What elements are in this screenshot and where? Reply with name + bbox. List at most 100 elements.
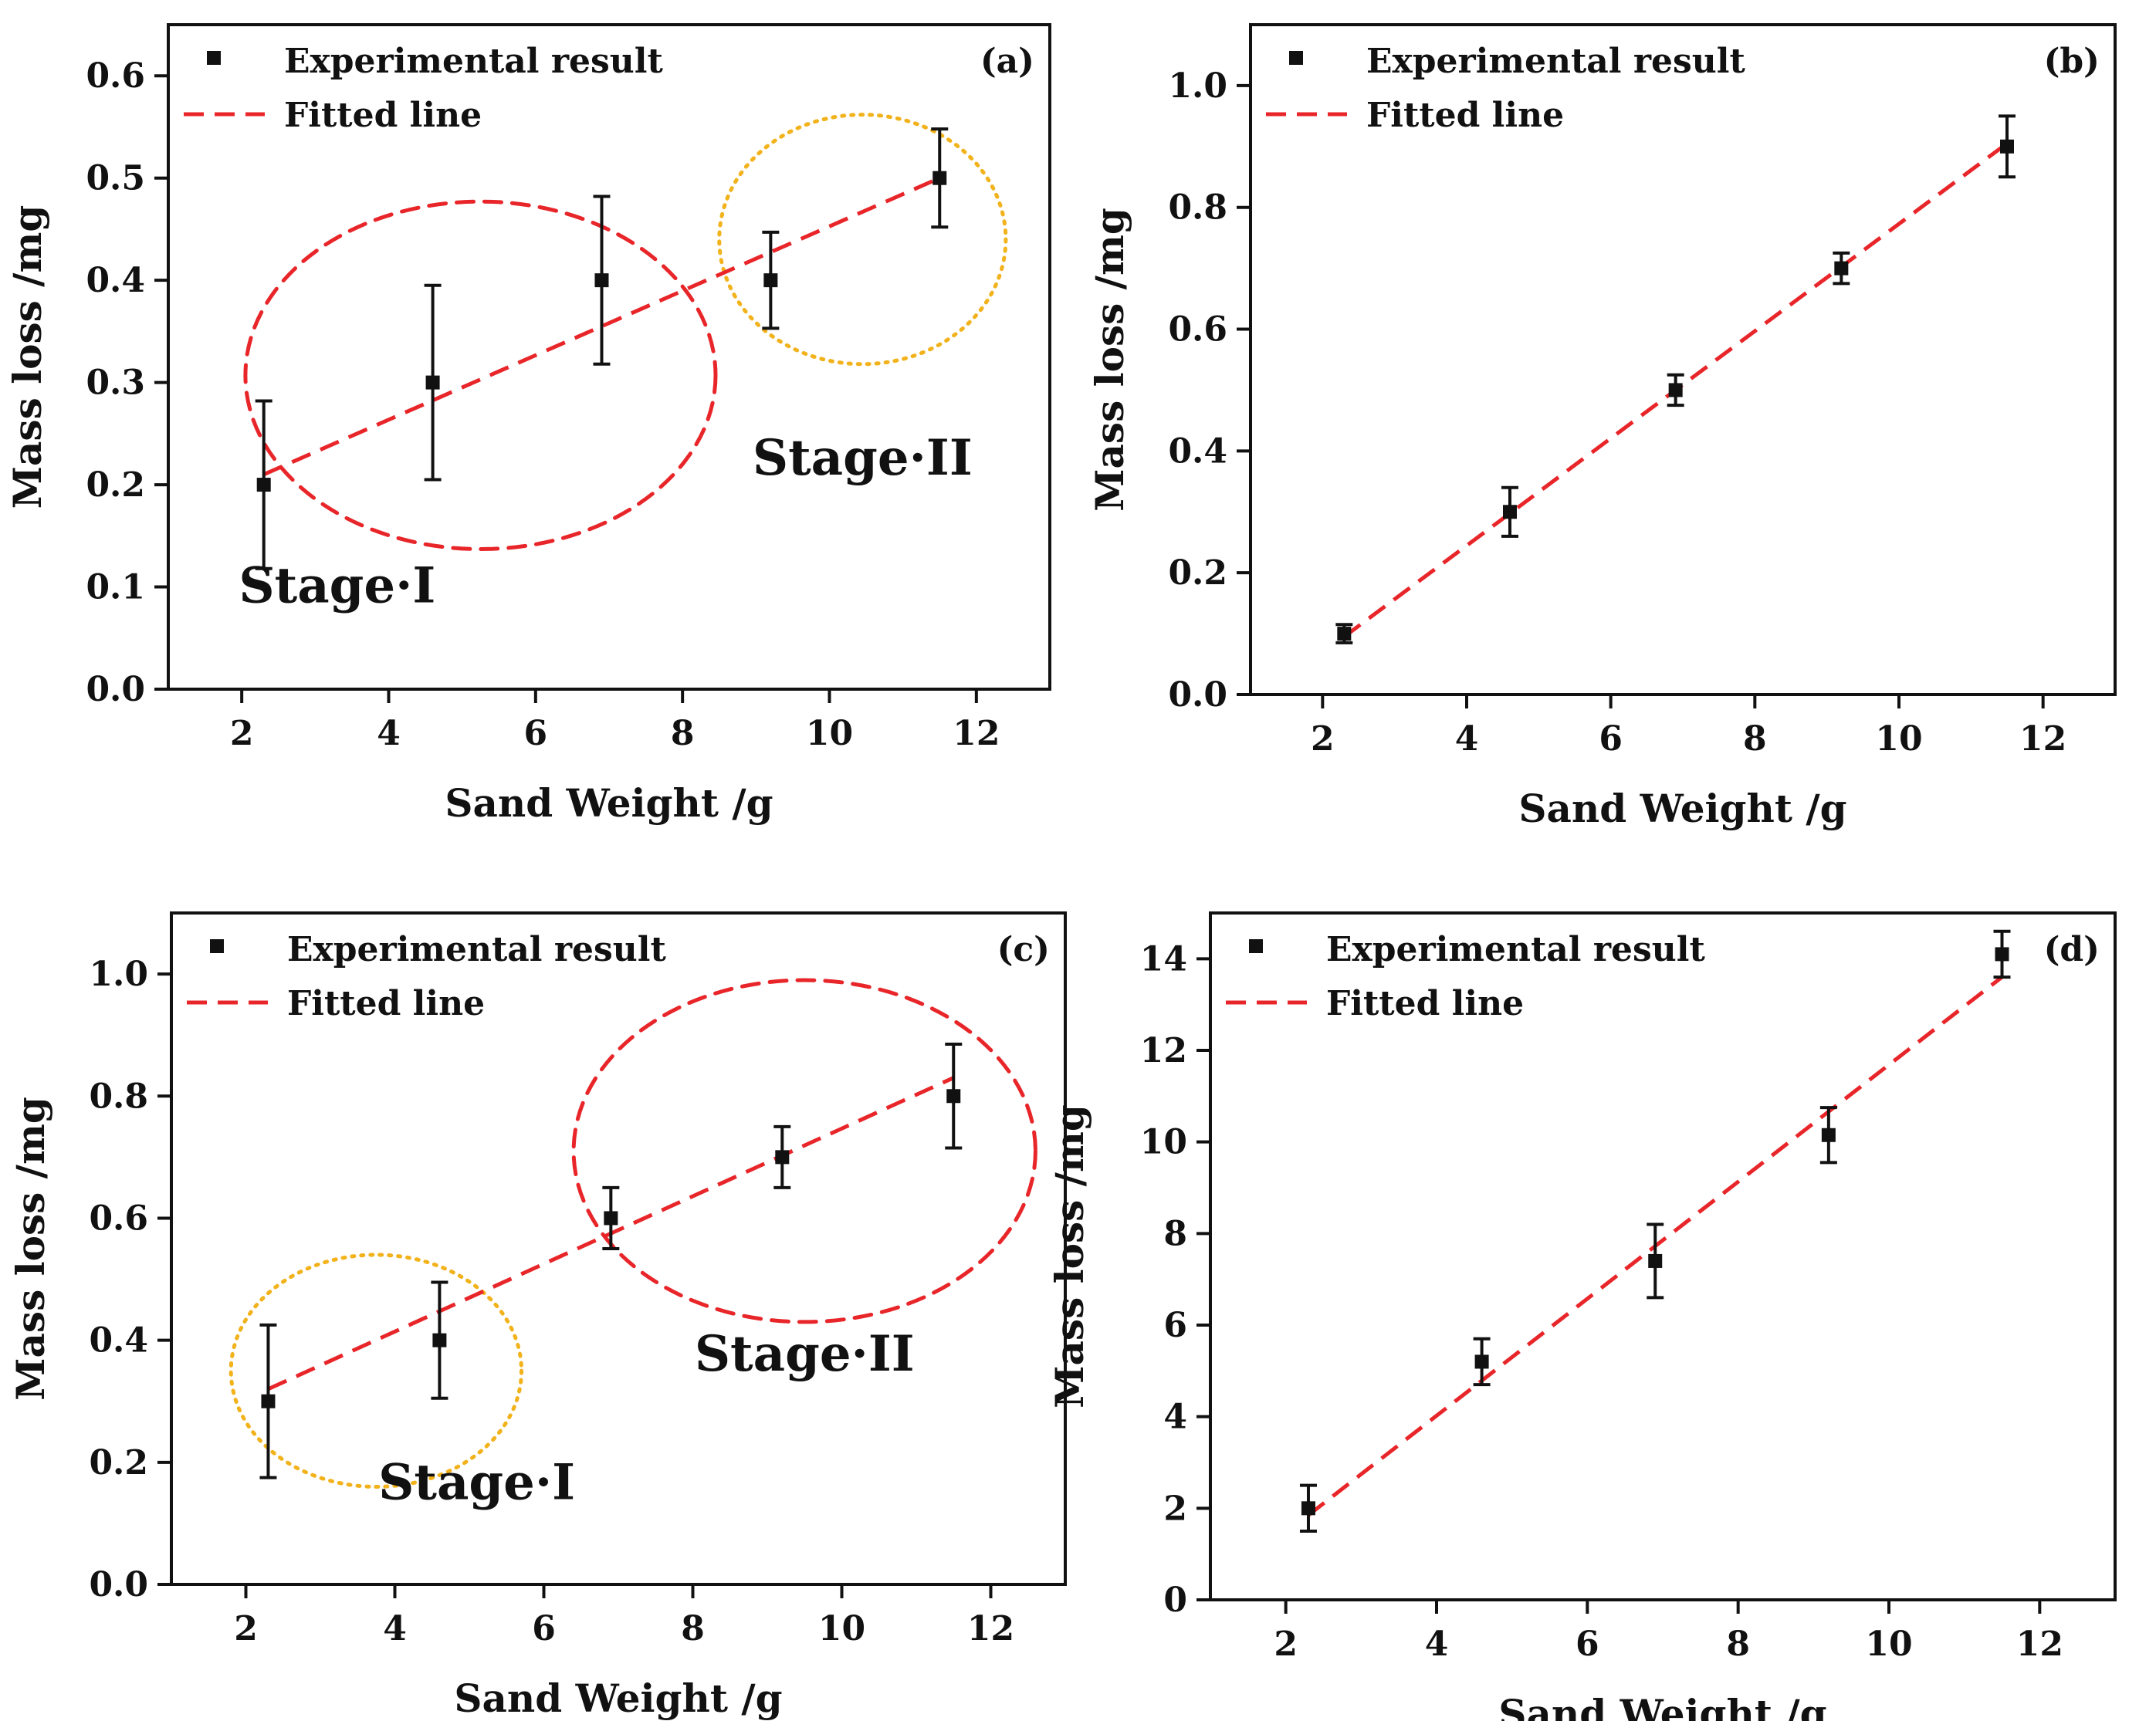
legend-label-fitted: Fitted line [1366, 96, 1564, 135]
data-point [432, 1333, 447, 1347]
data-point [1648, 1253, 1663, 1268]
data-point [2000, 139, 2014, 154]
x-tick-label: 2 [1311, 719, 1335, 759]
y-tick-label: 0 [1163, 1581, 1187, 1620]
data-point [946, 1089, 961, 1104]
x-tick-label: 12 [967, 1609, 1014, 1648]
x-tick-label: 10 [1875, 719, 1922, 759]
data-point [1668, 383, 1683, 397]
plot-frame [170, 911, 1067, 1586]
stage-label: Stage·I [239, 556, 435, 614]
x-axis-title: Sand Weight /g [1518, 786, 1846, 831]
y-tick-label: 0.6 [1168, 310, 1227, 350]
panel-label: (c) [997, 930, 1050, 969]
x-tick-label: 4 [377, 714, 401, 753]
data-point [425, 375, 440, 390]
data-point [604, 1211, 618, 1226]
y-tick-label: 0.0 [1168, 675, 1227, 715]
y-tick-label: 0.6 [89, 1199, 148, 1238]
x-axis-title: Sand Weight /g [454, 1675, 782, 1721]
x-tick-label: 2 [1274, 1625, 1298, 1664]
data-point [763, 273, 778, 288]
y-axis-title: Mass loss /mg [1087, 208, 1132, 512]
stage-region-ellipse [228, 1253, 524, 1489]
data-point [1834, 261, 1849, 276]
stage-region-ellipse [243, 199, 718, 552]
x-tick-label: 8 [681, 1609, 705, 1648]
y-tick-label: 0.8 [89, 1077, 148, 1116]
x-tick-label: 10 [806, 714, 853, 753]
x-tick-label: 4 [1455, 719, 1479, 759]
y-tick-label: 0.8 [1168, 188, 1227, 228]
y-tick-label: 0.6 [86, 56, 145, 96]
stage-region-ellipse [571, 978, 1037, 1324]
x-tick-label: 10 [818, 1609, 865, 1648]
stage-label: Stage·II [695, 1325, 915, 1383]
y-tick-label: 6 [1163, 1306, 1187, 1345]
panel-a: 2 4 6 8 10 12 0.0 0.1 0.2 0.3 0.4 0.5 0.6 Sand Weight… [5, 23, 1051, 826]
panel-label: (d) [2044, 930, 2100, 969]
legend-label-fitted: Fitted line [287, 984, 485, 1023]
legend-marker-symbol [1249, 939, 1263, 953]
y-tick-label: 1.0 [1168, 66, 1227, 106]
legend-label-experimental: Experimental result [287, 930, 666, 969]
panel-label: (b) [2044, 42, 2100, 81]
y-tick-label: 0.4 [86, 261, 145, 300]
data-point [932, 171, 947, 185]
plot-frame [1209, 911, 2117, 1601]
data-point [775, 1150, 790, 1165]
y-tick-label: 0.1 [86, 568, 145, 607]
x-tick-label: 6 [1576, 1625, 1599, 1664]
x-tick-label: 4 [1425, 1625, 1449, 1664]
y-tick-label: 0.0 [89, 1565, 148, 1604]
y-axis-title: Mass loss /mg [8, 1097, 53, 1401]
stage-label: Stage·I [378, 1453, 575, 1511]
x-tick-label: 2 [234, 1609, 258, 1648]
x-tick-label: 12 [2016, 1625, 2063, 1664]
x-tick-label: 10 [1865, 1625, 1912, 1664]
x-axis-title: Sand Weight /g [1498, 1691, 1826, 1721]
y-tick-label: 12 [1140, 1031, 1187, 1070]
x-tick-label: 12 [2019, 719, 2066, 759]
y-tick-label: 0.5 [86, 159, 145, 198]
y-tick-label: 4 [1163, 1398, 1187, 1437]
y-tick-label: 0.0 [86, 670, 145, 709]
y-tick-label: 10 [1140, 1123, 1187, 1162]
x-axis-title: Sand Weight /g [445, 780, 773, 826]
plot-frame [1249, 23, 2117, 696]
y-tick-label: 0.2 [89, 1443, 148, 1483]
data-point [261, 1394, 276, 1408]
legend-marker-symbol [1289, 51, 1303, 65]
x-tick-label: 6 [524, 714, 548, 753]
data-point [594, 273, 609, 288]
y-tick-label: 14 [1140, 939, 1187, 979]
y-tick-label: 1.0 [89, 955, 148, 994]
panel-label: (a) [980, 42, 1034, 81]
legend-label-experimental: Experimental result [284, 42, 663, 81]
legend-label-experimental: Experimental result [1366, 42, 1745, 81]
data-point [1503, 505, 1517, 519]
y-tick-label: 0.2 [1168, 553, 1227, 593]
x-tick-label: 6 [532, 1609, 556, 1648]
x-tick-label: 12 [953, 714, 1000, 753]
stage-region-ellipse [717, 113, 1008, 367]
y-axis-title: Mass loss /mg [1047, 1104, 1092, 1408]
x-tick-label: 4 [383, 1609, 407, 1648]
data-point [1474, 1354, 1489, 1369]
y-tick-label: 2 [1163, 1489, 1187, 1528]
y-tick-label: 0.4 [1168, 431, 1227, 471]
legend-label-fitted: Fitted line [1326, 984, 1524, 1023]
legend-marker-symbol [210, 939, 224, 953]
y-tick-label: 8 [1163, 1214, 1187, 1253]
panel-c: 2 4 6 8 10 12 0.0 0.2 0.4 0.6 0.8 1.0 Sand Weight /g… [8, 911, 1067, 1721]
legend-marker-symbol [207, 51, 221, 65]
x-tick-label: 8 [1743, 719, 1767, 759]
y-tick-label: 0.2 [86, 465, 145, 505]
y-tick-label: 0.4 [89, 1321, 148, 1361]
data-point [1301, 1501, 1315, 1516]
panel-d: 2 4 6 8 10 12 0 2 4 6 8 10 12 14 Sand Weight /g Mass lo… [1047, 911, 2117, 1721]
data-point [1821, 1128, 1836, 1142]
data-point [1995, 947, 2009, 962]
stage-label: Stage·II [753, 429, 973, 487]
